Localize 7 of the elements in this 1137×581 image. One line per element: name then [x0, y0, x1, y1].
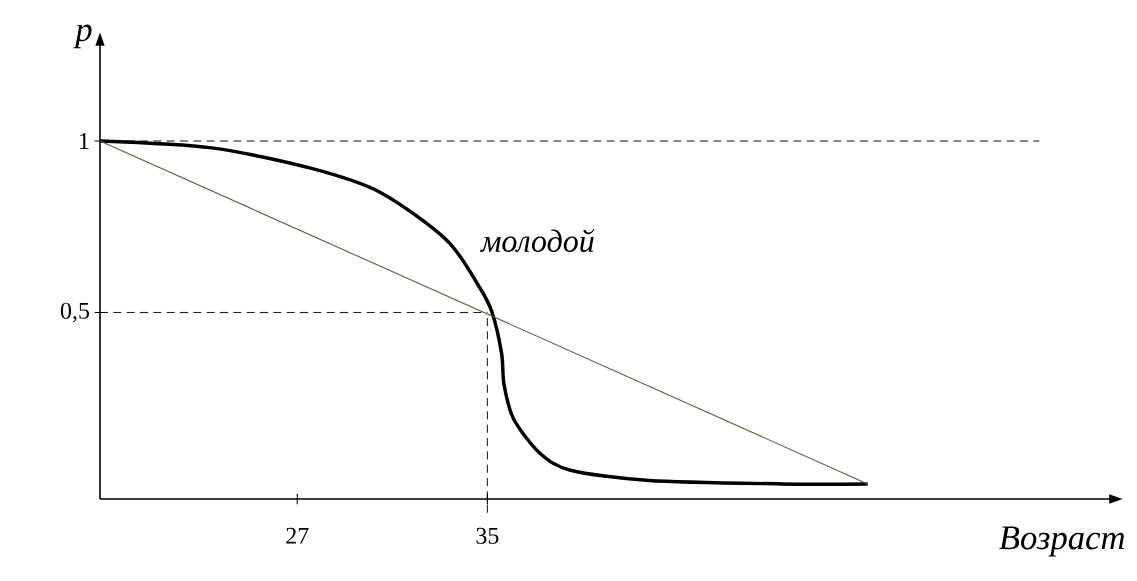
series-label: молодой: [480, 228, 595, 253]
x-tick-label: 27: [286, 527, 309, 544]
x-tick-label: 35: [476, 527, 499, 544]
y-tick-label: 0,5: [60, 302, 90, 323]
y-tick-label: 1: [80, 133, 89, 149]
x-axis-title: Возраст: [999, 526, 1125, 557]
y-axis-title: p: [73, 24, 92, 49]
